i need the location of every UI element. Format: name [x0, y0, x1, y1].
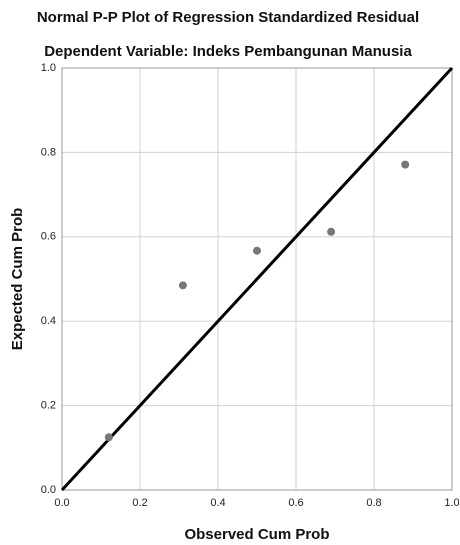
y-tick-label: 1.0	[41, 62, 56, 74]
y-tick-label: 0.0	[41, 484, 56, 496]
x-tick-label: 0.4	[210, 497, 225, 509]
x-axis-label: Observed Cum Prob	[184, 526, 329, 543]
point	[401, 160, 410, 169]
chart-title: Normal P-P Plot of Regression Standardiz…	[37, 9, 419, 26]
x-tick-label: 1.0	[444, 497, 459, 509]
chart-subtitle: Dependent Variable: Indeks Pembangunan M…	[44, 43, 412, 60]
plot-border	[61, 67, 453, 491]
point	[104, 433, 113, 442]
point	[178, 281, 187, 290]
x-tick-label: 0.0	[54, 497, 69, 509]
y-tick-label: 0.2	[41, 400, 56, 412]
reference-line	[60, 66, 454, 492]
y-tick-label: 0.6	[41, 231, 56, 243]
x-tick-label: 0.2	[132, 497, 147, 509]
point	[327, 227, 336, 236]
point	[253, 246, 261, 255]
y-tick-label: 0.4	[41, 315, 56, 327]
x-tick-label: 0.6	[288, 497, 303, 509]
y-axis-label: Expected Cum Prob	[9, 208, 26, 351]
y-tick-label: 0.8	[41, 146, 56, 158]
x-tick-label: 0.8	[366, 497, 381, 509]
